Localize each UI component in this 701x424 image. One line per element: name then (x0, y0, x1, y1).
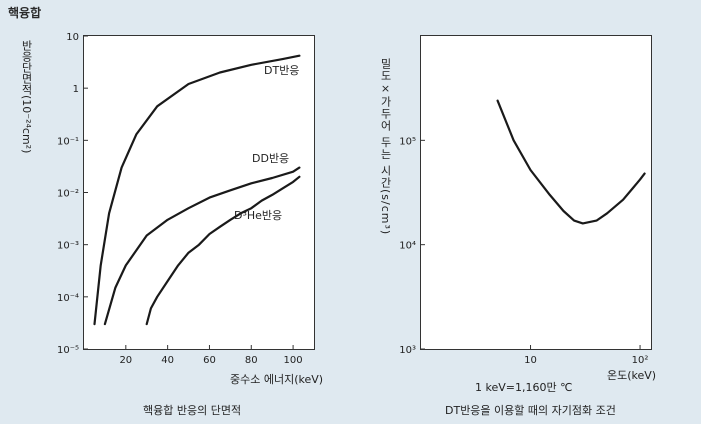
right-y-tick-label-0: 10⁵ (399, 136, 416, 147)
cross-section-chart-panel: 20 40 60 80 100 10 1 10⁻¹ 10⁻² 10⁻³ 10⁻⁴ 10⁻⁵ DT반응 DD… (57, 32, 315, 366)
left-series-label-0: DT반응 (264, 64, 299, 77)
left-y-tick-label-6: 10⁻⁵ (57, 345, 79, 356)
conversion-note: 1 keV=1,160만 ℃ (475, 381, 573, 394)
left-y-tick-label-0: 10 (66, 32, 79, 43)
cross-section-chart: 20 40 60 80 100 10 1 10⁻¹ 10⁻² 10⁻³ 10⁻⁴ 10⁻⁵ DT반응 DD… (57, 32, 303, 366)
left-y-tick-label-5: 10⁻⁴ (57, 293, 79, 304)
right-chart-caption: DT반응을 이용할 때의 자기점화 조건 (445, 404, 616, 417)
left-y-tick-label-2: 10⁻¹ (57, 136, 79, 147)
right-y-tick-label-1: 10⁴ (399, 241, 416, 252)
left-y-tick-label-3: 10⁻² (57, 189, 79, 200)
left-series-line-0 (93, 54, 301, 326)
right-x-axis-label: 온도(keV) (607, 369, 657, 382)
right-x-tick-label-0: 10 (524, 355, 537, 366)
left-series-label-2: D³He반응 (234, 209, 282, 222)
right-x-tick-label-1: 10² (632, 355, 649, 366)
left-x-tick-label-0: 20 (119, 355, 132, 366)
left-y-tick-label-4: 10⁻³ (57, 241, 79, 252)
page-title: 핵융합 (8, 6, 42, 20)
ignition-chart: 10 10² 10⁵ 10⁴ 10³ (399, 99, 648, 366)
left-series-label-1: DD반응 (252, 152, 289, 165)
right-y-tick-label-2: 10³ (399, 345, 416, 356)
right-y-axis-label: 밀도×가두어 두는 시간(s/cm³) (379, 58, 392, 236)
left-x-tick-label-2: 60 (203, 355, 216, 366)
left-chart-caption: 핵융합 반응의 단면적 (143, 404, 242, 417)
ignition-chart-panel: 10 10² 10⁵ 10⁴ 10³ (399, 35, 652, 366)
left-y-tick-label-1: 1 (73, 84, 79, 95)
left-x-axis-label: 중수소 에너지(keV) (230, 373, 324, 386)
left-series-line-2 (145, 175, 301, 326)
left-x-tick-label-4: 100 (284, 355, 303, 366)
left-y-axis-label: 반응단면적(10⁻²⁴cm²) (20, 40, 33, 154)
right-series-line-0 (496, 99, 646, 225)
left-x-tick-label-3: 80 (245, 355, 258, 366)
left-x-tick-label-1: 40 (161, 355, 174, 366)
left-series-line-1 (103, 166, 301, 326)
